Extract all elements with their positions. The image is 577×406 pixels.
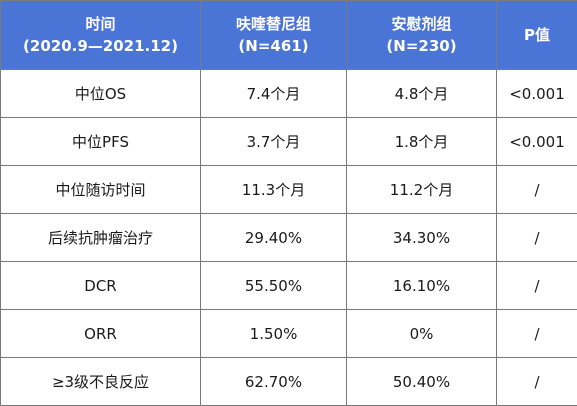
header-placebo-label: 安慰剂组 — [391, 15, 452, 33]
placebo-cell: 50.40% — [346, 357, 497, 406]
metric-cell: ≥3级不良反应 — [0, 357, 201, 406]
p-value-cell: / — [496, 261, 577, 310]
table-row: 中位OS 7.4个月 4.8个月 <0.001 — [0, 69, 577, 118]
p-value-cell: <0.001 — [496, 117, 577, 166]
metric-cell: 中位OS — [0, 69, 201, 118]
fruquintinib-cell: 29.40% — [200, 213, 347, 262]
placebo-cell: 34.30% — [346, 213, 497, 262]
metric-cell: 后续抗肿瘤治疗 — [0, 213, 201, 262]
header-cell-fruquintinib: 呋喹替尼组 (N=461) — [200, 0, 347, 70]
placebo-cell: 1.8个月 — [346, 117, 497, 166]
header-fruquintinib-n: (N=461) — [238, 37, 309, 55]
table-row: 后续抗肿瘤治疗 29.40% 34.30% / — [0, 213, 577, 262]
header-cell-p-value: P值 — [496, 0, 577, 70]
p-value-cell: <0.001 — [496, 69, 577, 118]
table-row: DCR 55.50% 16.10% / — [0, 261, 577, 310]
header-cell-period: 时间 (2020.9—2021.12) — [0, 0, 201, 70]
metric-cell: 中位随访时间 — [0, 165, 201, 214]
fruquintinib-cell: 55.50% — [200, 261, 347, 310]
metric-cell: ORR — [0, 309, 201, 358]
placebo-cell: 16.10% — [346, 261, 497, 310]
metric-cell: 中位PFS — [0, 117, 201, 166]
table-row: 中位PFS 3.7个月 1.8个月 <0.001 — [0, 117, 577, 166]
p-value-cell: / — [496, 213, 577, 262]
p-value-cell: / — [496, 357, 577, 406]
fruquintinib-cell: 62.70% — [200, 357, 347, 406]
placebo-cell: 0% — [346, 309, 497, 358]
table-row: 中位随访时间 11.3个月 11.2个月 / — [0, 165, 577, 214]
p-value-cell: / — [496, 165, 577, 214]
header-period-range: (2020.9—2021.12) — [23, 37, 178, 55]
metric-cell: DCR — [0, 261, 201, 310]
header-p-value-label: P值 — [524, 26, 550, 44]
fruquintinib-cell: 11.3个月 — [200, 165, 347, 214]
header-placebo-n: (N=230) — [386, 37, 457, 55]
header-period-label: 时间 — [85, 15, 116, 33]
table-row: ORR 1.50% 0% / — [0, 309, 577, 358]
placebo-cell: 11.2个月 — [346, 165, 497, 214]
fruquintinib-cell: 1.50% — [200, 309, 347, 358]
header-row: 时间 (2020.9—2021.12) 呋喹替尼组 (N=461) 安慰剂组 (… — [0, 0, 577, 70]
placebo-cell: 4.8个月 — [346, 69, 497, 118]
table-row: ≥3级不良反应 62.70% 50.40% / — [0, 357, 577, 406]
header-cell-placebo: 安慰剂组 (N=230) — [346, 0, 497, 70]
p-value-cell: / — [496, 309, 577, 358]
fruquintinib-cell: 3.7个月 — [200, 117, 347, 166]
header-fruquintinib-label: 呋喹替尼组 — [235, 15, 311, 33]
fruquintinib-cell: 7.4个月 — [200, 69, 347, 118]
